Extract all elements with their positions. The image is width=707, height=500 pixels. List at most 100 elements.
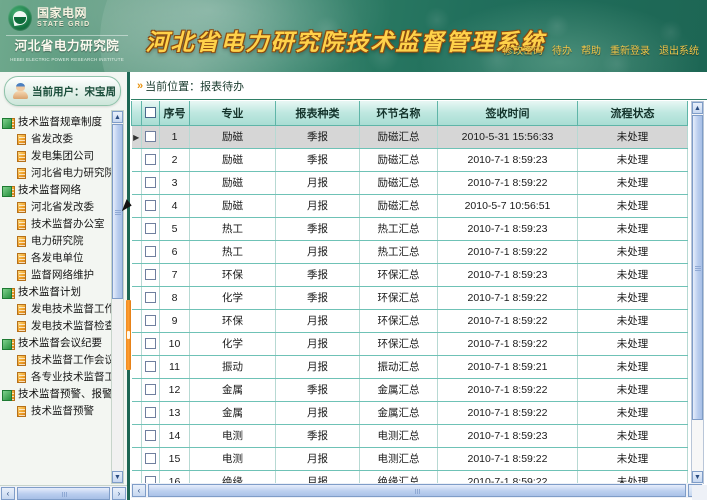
menu-change-password[interactable]: 修改密码 <box>503 46 543 57</box>
column-header-no[interactable]: 序号 <box>159 101 190 126</box>
row-checkbox[interactable] <box>145 453 156 465</box>
tree-item-9[interactable]: 监督网络维护 <box>2 267 114 284</box>
scroll-thumb[interactable] <box>692 115 703 420</box>
sidebar-horizontal-scrollbar[interactable]: ‹ › <box>0 485 127 500</box>
table-row[interactable]: 6 热工 月报 热工汇总 2010-7-1 8:59:22 未处理 <box>131 240 688 264</box>
row-checkbox[interactable] <box>145 154 156 166</box>
row-select-cell[interactable] <box>141 194 160 218</box>
row-checkbox[interactable] <box>145 315 156 327</box>
table-row[interactable]: 10 化学 月报 环保汇总 2010-7-1 8:59:22 未处理 <box>131 332 688 356</box>
table-row[interactable]: 16 绝缘 月报 绝缘汇总 2010-7-1 8:59:22 未处理 <box>131 470 688 484</box>
tree-item-8[interactable]: 各发电单位 <box>2 250 114 267</box>
menu-todo[interactable]: 待办 <box>552 46 572 57</box>
row-checkbox[interactable] <box>145 223 156 235</box>
row-checkbox[interactable] <box>145 384 156 396</box>
column-header-time[interactable]: 签收时间 <box>437 101 578 126</box>
row-select-cell[interactable] <box>141 332 160 356</box>
row-checkbox[interactable] <box>145 131 156 143</box>
tree-item-12[interactable]: 发电技术监督检查工作计划 <box>2 318 114 335</box>
tree-item-16[interactable]: 技术监督预警、报警 <box>2 386 114 403</box>
row-select-cell[interactable] <box>141 217 160 241</box>
table-row[interactable]: ▶ 1 励磁 季报 励磁汇总 2010-5-31 15:56:33 未处理 <box>131 125 688 149</box>
scroll-down-icon[interactable]: ▼ <box>112 471 123 483</box>
table-row[interactable]: 5 热工 季报 热工汇总 2010-7-1 8:59:23 未处理 <box>131 217 688 241</box>
row-checkbox[interactable] <box>145 361 156 373</box>
table-row[interactable]: 8 化学 季报 环保汇总 2010-7-1 8:59:22 未处理 <box>131 286 688 310</box>
row-select-cell[interactable] <box>141 470 160 484</box>
scroll-thumb-horizontal[interactable] <box>17 486 110 500</box>
sidebar-vertical-scrollbar[interactable]: ▲ ▼ <box>111 110 124 484</box>
row-select-cell[interactable] <box>141 286 160 310</box>
table-row[interactable]: 7 环保 季报 环保汇总 2010-7-1 8:59:23 未处理 <box>131 263 688 287</box>
row-time: 2010-7-1 8:59:22 <box>437 240 578 264</box>
table-row[interactable]: 11 振动 月报 振动汇总 2010-7-1 8:59:21 未处理 <box>131 355 688 379</box>
table-row[interactable]: 3 励磁 月报 励磁汇总 2010-7-1 8:59:22 未处理 <box>131 171 688 195</box>
row-checkbox[interactable] <box>145 269 156 281</box>
row-select-cell[interactable] <box>141 401 160 425</box>
column-header-node[interactable]: 环节名称 <box>359 101 438 126</box>
tree-item-17[interactable]: 技术监督预警 <box>2 403 114 420</box>
row-checkbox[interactable] <box>145 292 156 304</box>
tree-item-1[interactable]: 省发改委 <box>2 131 114 148</box>
splitter-collapse-handle[interactable] <box>126 300 131 370</box>
scroll-down-icon[interactable]: ▼ <box>692 471 703 483</box>
content-vertical-scrollbar[interactable]: ▲ ▼ <box>691 101 704 484</box>
scroll-thumb-horizontal[interactable] <box>148 484 686 497</box>
scroll-left-icon[interactable]: ‹ <box>132 484 146 497</box>
table-row[interactable]: 14 电测 季报 电测汇总 2010-7-1 8:59:23 未处理 <box>131 424 688 448</box>
row-select-cell[interactable] <box>141 447 160 471</box>
tree-item-5[interactable]: 河北省发改委 <box>2 199 114 216</box>
row-select-cell[interactable] <box>141 240 160 264</box>
menu-help[interactable]: 帮助 <box>581 46 601 57</box>
tree-item-2[interactable]: 发电集团公司 <box>2 148 114 165</box>
column-header-kind[interactable]: 报表种类 <box>275 101 360 126</box>
scroll-up-icon[interactable]: ▲ <box>112 111 123 123</box>
navigation-tree[interactable]: 技术监督规章制度 省发改委 发电集团公司 河北省电力研究院 技术监督网络 河北省发改委 技术… <box>0 110 114 484</box>
row-checkbox[interactable] <box>145 338 156 350</box>
tree-item-3[interactable]: 河北省电力研究院 <box>2 165 114 182</box>
content-horizontal-scrollbar[interactable]: ‹ › <box>131 483 703 498</box>
column-header-major[interactable]: 专业 <box>189 101 276 126</box>
column-header-status[interactable]: 流程状态 <box>577 101 688 126</box>
row-select-cell[interactable] <box>141 148 160 172</box>
table-row[interactable]: 9 环保 月报 环保汇总 2010-7-1 8:59:22 未处理 <box>131 309 688 333</box>
tree-item-0[interactable]: 技术监督规章制度 <box>2 114 114 131</box>
scroll-left-icon[interactable]: ‹ <box>1 486 15 500</box>
tree-item-13[interactable]: 技术监督会议纪要 <box>2 335 114 352</box>
tree-item-10[interactable]: 技术监督计划 <box>2 284 114 301</box>
table-row[interactable]: 2 励磁 季报 励磁汇总 2010-7-1 8:59:23 未处理 <box>131 148 688 172</box>
scroll-thumb[interactable] <box>112 124 123 299</box>
row-select-cell[interactable] <box>141 424 160 448</box>
scroll-right-icon[interactable]: › <box>112 486 126 500</box>
row-select-cell[interactable] <box>141 125 160 149</box>
menu-logout[interactable]: 退出系统 <box>659 46 699 57</box>
row-checkbox[interactable] <box>145 200 156 212</box>
row-kind: 月报 <box>275 470 360 484</box>
select-all-checkbox[interactable] <box>145 107 156 119</box>
row-checkbox[interactable] <box>145 177 156 189</box>
scroll-up-icon[interactable]: ▲ <box>692 102 703 114</box>
tree-item-4[interactable]: 技术监督网络 <box>2 182 114 199</box>
row-select-cell[interactable] <box>141 171 160 195</box>
tree-item-7[interactable]: 电力研究院 <box>2 233 114 250</box>
row-checkbox[interactable] <box>145 430 156 442</box>
row-checkbox[interactable] <box>145 246 156 258</box>
row-checkbox[interactable] <box>145 407 156 419</box>
row-select-cell[interactable] <box>141 309 160 333</box>
row-time: 2010-7-1 8:59:22 <box>437 171 578 195</box>
tree-item-11[interactable]: 发电技术监督工作计划 <box>2 301 114 318</box>
table-row[interactable]: 15 电测 月报 电测汇总 2010-7-1 8:59:22 未处理 <box>131 447 688 471</box>
row-checkbox[interactable] <box>145 476 156 484</box>
table-row[interactable]: 12 金属 季报 金属汇总 2010-7-1 8:59:22 未处理 <box>131 378 688 402</box>
tree-item-15[interactable]: 各专业技术监督工作会议纪 <box>2 369 114 386</box>
row-select-cell[interactable] <box>141 263 160 287</box>
select-all-header[interactable] <box>141 101 160 126</box>
row-select-cell[interactable] <box>141 378 160 402</box>
row-indicator <box>131 148 142 172</box>
tree-item-6[interactable]: 技术监督办公室 <box>2 216 114 233</box>
table-row[interactable]: 13 金属 月报 金属汇总 2010-7-1 8:59:22 未处理 <box>131 401 688 425</box>
row-select-cell[interactable] <box>141 355 160 379</box>
table-row[interactable]: 4 励磁 月报 励磁汇总 2010-5-7 10:56:51 未处理 <box>131 194 688 218</box>
menu-relogin[interactable]: 重新登录 <box>610 46 650 57</box>
tree-item-14[interactable]: 技术监督工作会议纪要 <box>2 352 114 369</box>
